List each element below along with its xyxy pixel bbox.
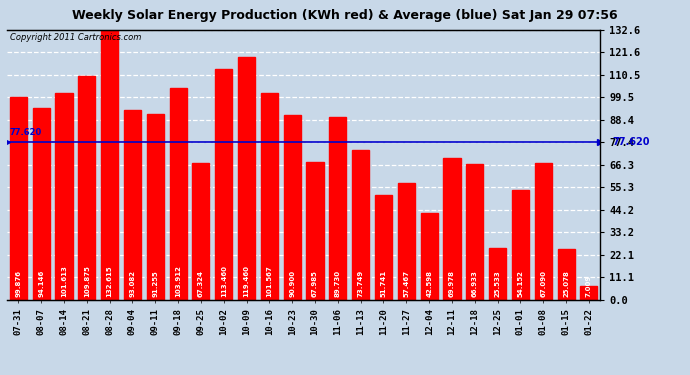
- Text: 132.615: 132.615: [106, 266, 112, 297]
- Bar: [170, 88, 186, 300]
- Bar: [32, 108, 50, 300]
- Bar: [512, 190, 529, 300]
- Text: 93.082: 93.082: [130, 270, 135, 297]
- Bar: [466, 164, 483, 300]
- Bar: [193, 163, 210, 300]
- Text: 109.875: 109.875: [83, 265, 90, 297]
- Text: Copyright 2011 Cartronics.com: Copyright 2011 Cartronics.com: [10, 33, 141, 42]
- Bar: [375, 195, 392, 300]
- Bar: [55, 93, 72, 300]
- Bar: [397, 183, 415, 300]
- Text: 67.985: 67.985: [312, 270, 318, 297]
- Bar: [489, 248, 506, 300]
- Text: 54.152: 54.152: [518, 270, 524, 297]
- Text: 94.146: 94.146: [38, 270, 44, 297]
- Text: 89.730: 89.730: [335, 270, 341, 297]
- Text: 42.598: 42.598: [426, 270, 432, 297]
- Bar: [78, 76, 95, 300]
- Text: 67.090: 67.090: [540, 270, 546, 297]
- Bar: [444, 158, 460, 300]
- Bar: [421, 213, 437, 300]
- Bar: [306, 162, 324, 300]
- Text: 103.912: 103.912: [175, 265, 181, 297]
- Text: 57.467: 57.467: [403, 270, 409, 297]
- Text: 25.533: 25.533: [495, 270, 501, 297]
- Bar: [101, 30, 118, 300]
- Bar: [284, 115, 301, 300]
- Text: 91.255: 91.255: [152, 270, 158, 297]
- Bar: [558, 249, 575, 300]
- Text: 7.009: 7.009: [586, 275, 592, 297]
- Text: 51.741: 51.741: [380, 270, 386, 297]
- Bar: [215, 69, 233, 300]
- Text: 25.078: 25.078: [563, 270, 569, 297]
- Bar: [580, 286, 598, 300]
- Bar: [238, 57, 255, 300]
- Bar: [147, 114, 164, 300]
- Text: 101.613: 101.613: [61, 265, 67, 297]
- Text: 77.620: 77.620: [9, 128, 41, 137]
- Text: 101.567: 101.567: [266, 265, 273, 297]
- Bar: [10, 97, 27, 300]
- Bar: [329, 117, 346, 300]
- Text: 113.460: 113.460: [221, 265, 227, 297]
- Text: 77.620: 77.620: [612, 137, 650, 147]
- Bar: [535, 164, 552, 300]
- Text: Weekly Solar Energy Production (KWh red) & Average (blue) Sat Jan 29 07:56: Weekly Solar Energy Production (KWh red)…: [72, 9, 618, 22]
- Text: 66.933: 66.933: [472, 270, 477, 297]
- Text: 99.876: 99.876: [15, 270, 21, 297]
- Bar: [261, 93, 278, 300]
- Bar: [352, 150, 369, 300]
- Text: 67.324: 67.324: [198, 270, 204, 297]
- Text: 119.460: 119.460: [244, 265, 250, 297]
- Bar: [124, 111, 141, 300]
- Text: 73.749: 73.749: [357, 270, 364, 297]
- Text: 90.900: 90.900: [289, 270, 295, 297]
- Text: 69.978: 69.978: [449, 270, 455, 297]
